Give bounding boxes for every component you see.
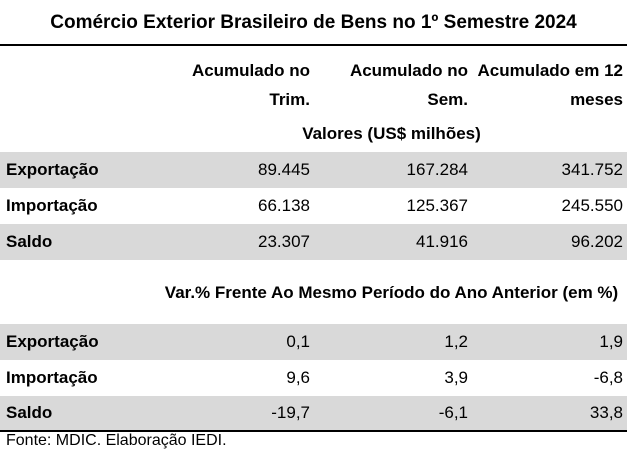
table-row: Saldo -19,7 -6,1 33,8 [0, 396, 627, 430]
cell-value: 66.138 [258, 196, 310, 215]
row-label: Saldo [6, 232, 53, 251]
section-title-values: Valores (US$ milhões) [302, 124, 481, 143]
table-row: Exportação 0,1 1,2 1,9 [0, 324, 627, 360]
column-header-row: Acumulado no Trim. Acumulado no Sem. Acu… [0, 54, 627, 118]
cell-value: 9,6 [286, 368, 310, 387]
cell-value: 1,2 [444, 332, 468, 351]
cell-value: -6,8 [593, 368, 623, 387]
section-header-values: Valores (US$ milhões) [0, 118, 627, 150]
table-row: Importação 9,6 3,9 -6,8 [0, 360, 627, 396]
cell-value: 96.202 [571, 232, 623, 251]
cell-value: 245.550 [561, 196, 623, 215]
cell-value: 167.284 [406, 160, 468, 179]
section-header-variation: Var.% Frente Ao Mesmo Período do Ano Ant… [0, 262, 627, 324]
cell-value: 3,9 [444, 368, 468, 387]
table-row: Importação 66.138 125.367 245.550 [0, 188, 627, 224]
source-footnote: Fonte: MDIC. Elaboração IEDI. [6, 432, 227, 449]
row-label: Exportação [6, 160, 99, 179]
cell-value: -19,7 [271, 403, 310, 422]
table-row: Saldo 23.307 41.916 96.202 [0, 224, 627, 260]
cell-value: 125.367 [406, 196, 468, 215]
row-label: Saldo [6, 403, 53, 422]
bottom-rule [0, 430, 627, 432]
table-title: Comércio Exterior Brasileiro de Bens no … [0, 0, 627, 46]
cell-value: 0,1 [286, 332, 310, 351]
cell-value: 341.752 [561, 160, 623, 179]
column-header-12m: Acumulado em 12 meses [477, 61, 624, 109]
column-header-trim: Acumulado no Trim. [191, 61, 310, 109]
column-header-sem: Acumulado no Sem. [349, 61, 468, 109]
cell-value: 1,9 [599, 332, 623, 351]
row-label: Importação [6, 196, 98, 215]
row-label: Importação [6, 368, 98, 387]
cell-value: -6,1 [438, 403, 468, 422]
cell-value: 33,8 [589, 403, 623, 422]
row-label: Exportação [6, 332, 99, 351]
section-title-variation: Var.% Frente Ao Mesmo Período do Ano Ant… [164, 283, 619, 302]
cell-value: 89.445 [258, 160, 310, 179]
cell-value: 23.307 [258, 232, 310, 251]
table-row: Exportação 89.445 167.284 341.752 [0, 152, 627, 188]
cell-value: 41.916 [416, 232, 468, 251]
